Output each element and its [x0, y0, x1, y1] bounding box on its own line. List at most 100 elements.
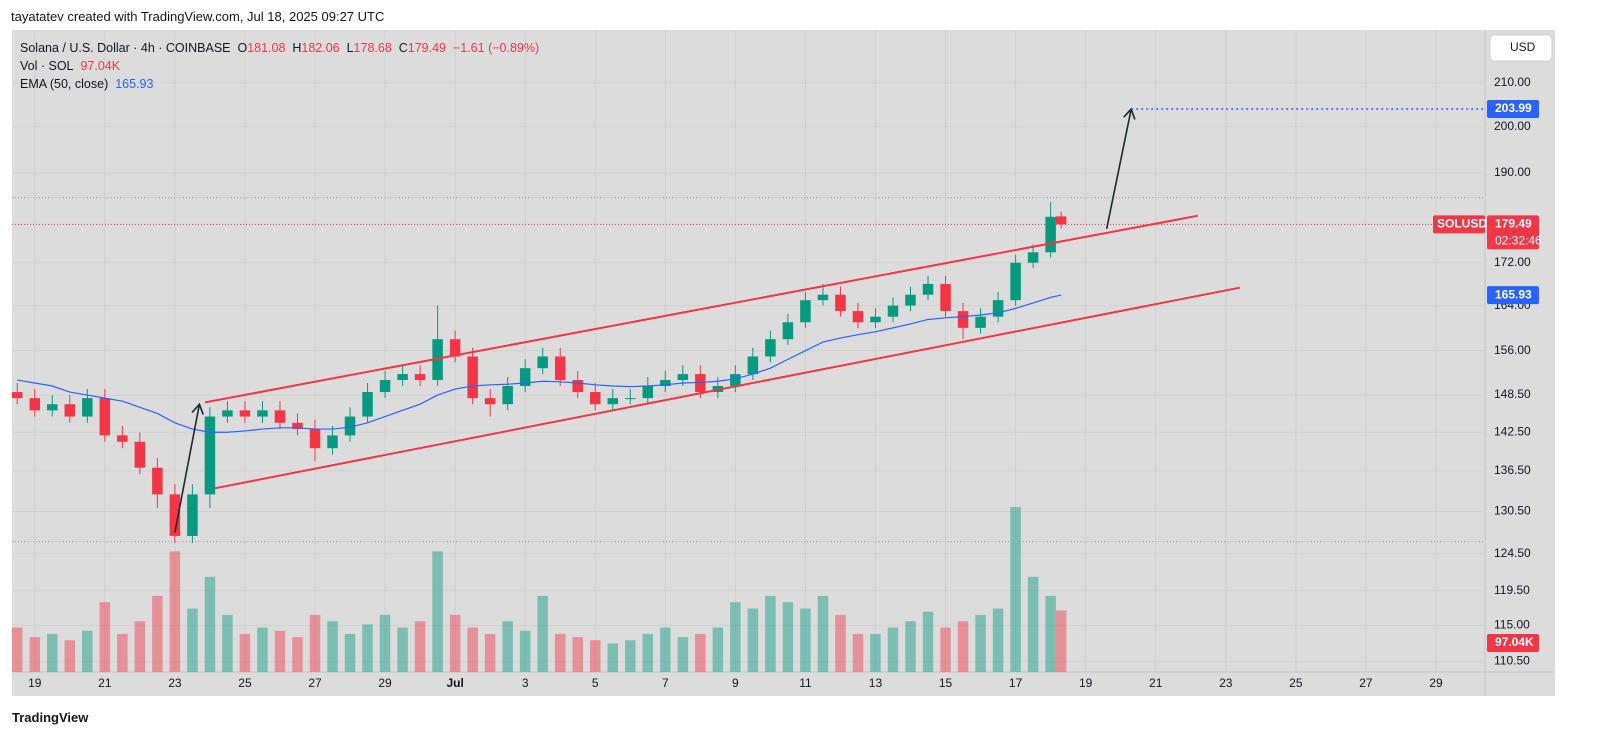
candle-body — [800, 300, 811, 323]
close: 179.49 — [407, 41, 446, 55]
x-tick-label: 5 — [592, 676, 599, 690]
candle-body — [204, 416, 216, 495]
x-tick-label: 23 — [168, 676, 182, 690]
vol-label: Vol · SOL — [20, 59, 74, 73]
candle-body — [397, 374, 408, 381]
y-tick-label: 124.50 — [1494, 546, 1531, 560]
volume-bar — [922, 611, 934, 672]
volume-bar — [47, 633, 58, 672]
volume-bar — [204, 576, 216, 672]
volume-bar — [835, 614, 846, 672]
x-tick-label: 19 — [1079, 676, 1093, 690]
candle-body — [414, 374, 426, 381]
volume-bar — [432, 551, 443, 672]
arrow — [174, 402, 204, 533]
open: 181.08 — [247, 41, 286, 55]
symbol-tag-text: SOLUSD — [1437, 216, 1487, 230]
candle-body — [589, 392, 601, 405]
price-tag — [1487, 215, 1539, 250]
volume-bar — [502, 621, 513, 672]
x-tick-label: 15 — [939, 676, 953, 690]
candle-body — [152, 467, 163, 495]
volume-bar — [695, 633, 706, 672]
low: 178.68 — [353, 41, 392, 55]
candle-body — [1055, 216, 1067, 225]
volume-bar — [484, 633, 496, 672]
volume-bar — [730, 602, 741, 672]
timer: 02:32:46 — [1495, 233, 1542, 247]
x-tick-label: 11 — [799, 676, 812, 690]
volume-bar — [274, 630, 286, 672]
l-label: L — [346, 41, 354, 55]
volume-bar — [747, 608, 759, 672]
candle-body — [747, 356, 759, 375]
volume-bar — [1027, 576, 1039, 672]
candle-body — [835, 294, 846, 312]
legend-row: Solana / U.S. Dollar · 4h · COINBASE O18… — [20, 39, 539, 57]
y-tick-label: 190.00 — [1494, 165, 1531, 179]
volume-bar — [449, 614, 461, 672]
candle-body — [1045, 216, 1056, 253]
volume-bar — [887, 627, 899, 672]
y-tick-label: 172.00 — [1494, 255, 1531, 269]
candle-body — [379, 380, 391, 393]
x-tick-label: 23 — [1219, 676, 1233, 690]
volume-bar — [152, 595, 163, 672]
ema-line — [17, 294, 1062, 433]
candle-body — [677, 374, 689, 381]
candle-body — [362, 392, 373, 417]
y-tick-label: 148.50 — [1494, 387, 1531, 401]
candle-body — [502, 386, 513, 405]
currency: USD — [1510, 40, 1536, 54]
candle-body — [765, 339, 776, 357]
channel-line — [204, 214, 1198, 404]
candle-body — [239, 410, 251, 417]
volume-bar — [554, 633, 566, 672]
c-label: C — [398, 41, 408, 55]
volume-bar — [99, 602, 111, 672]
candle-body — [292, 422, 303, 430]
x-tick-label: 27 — [1359, 676, 1373, 690]
volume-bar — [292, 637, 303, 672]
x-tick-label: 25 — [1289, 676, 1303, 690]
volume-bar — [905, 621, 916, 672]
volume-bar — [467, 627, 478, 672]
candle-body — [817, 294, 829, 301]
candle-body — [484, 398, 496, 405]
x-tick-label: 21 — [98, 676, 112, 690]
y-tick-label: 156.00 — [1494, 343, 1531, 357]
volume-bar — [975, 614, 986, 672]
volume-bar — [537, 595, 548, 672]
legend-row: EMA (50, close) 165.93 — [20, 75, 539, 93]
candle-body — [975, 316, 986, 328]
x-tick-label: Jul — [446, 676, 463, 690]
volume-bar — [817, 595, 829, 672]
volume-tag — [1487, 634, 1539, 652]
candle-body — [660, 380, 671, 387]
volume-bar — [957, 621, 969, 672]
x-tick-label: 17 — [1009, 676, 1023, 690]
volume-bar — [169, 551, 181, 672]
volume-bar — [765, 595, 776, 672]
candle-body — [344, 416, 356, 436]
volume-bar — [222, 614, 233, 672]
x-tick-label: 21 — [1149, 676, 1163, 690]
volume-bar — [712, 627, 724, 672]
x-tick-label: 3 — [522, 676, 529, 690]
ema-value: 165.93 — [115, 77, 154, 91]
legend-row: Vol · SOL 97.04K — [20, 57, 539, 75]
x-tick-label: 25 — [238, 676, 252, 690]
currency-button[interactable] — [1489, 34, 1553, 62]
volume-bar — [257, 627, 268, 672]
ema-tag — [1487, 286, 1539, 305]
candle-body — [82, 398, 93, 417]
candle-body — [572, 380, 583, 393]
price-tag-text: 179.49 — [1495, 216, 1532, 230]
candle-body — [449, 339, 461, 357]
x-tick-label: 29 — [1429, 676, 1443, 690]
brand: TradingView — [12, 710, 89, 725]
x-tick-label: 19 — [28, 676, 42, 690]
candle-body — [29, 398, 41, 411]
change-pct: (−0.89%) — [488, 41, 540, 55]
